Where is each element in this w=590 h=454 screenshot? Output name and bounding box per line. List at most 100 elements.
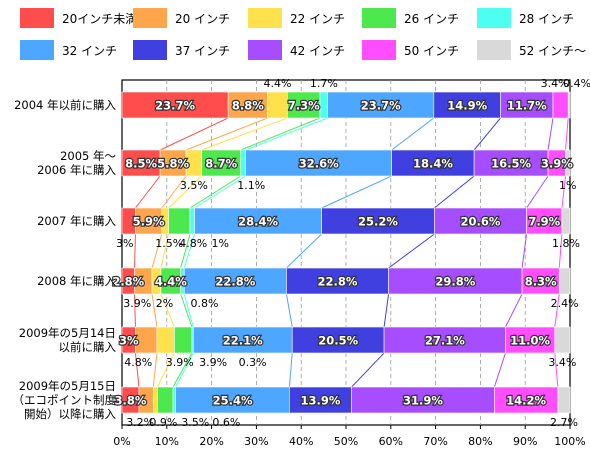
bar-segment [565,149,571,177]
legend-label: 52 インチ～ [519,44,586,58]
tick-label: 90% [513,435,537,448]
connector-line [172,352,193,388]
tick-label: 40% [289,435,313,448]
data-label: 2% [156,297,173,310]
connector-line [240,117,321,151]
connector-line [151,233,163,269]
legend-label: 37 インチ [175,44,230,58]
data-label: 4.4% [263,77,291,90]
connector-line [185,117,268,151]
connector-line [135,175,161,209]
tick-label: 70% [423,435,447,448]
legend-swatch [477,40,511,60]
data-label: 7.3% [288,99,320,113]
bar-segment [558,267,571,295]
data-label: 29.8% [435,275,475,289]
connector-line [160,293,175,328]
data-label: 25.2% [358,215,398,229]
legend-swatch [362,40,396,60]
bar-segment [319,91,328,119]
bar-segment [433,91,501,119]
tick-label: 0% [113,435,130,448]
legend-label: 42 インチ [290,44,345,58]
legend-swatch [248,40,282,60]
legend-item: 26 インチ [362,8,459,28]
bar-segment [194,207,322,235]
legend-swatch [20,40,54,60]
bar-segment [153,386,158,414]
bar-segment [135,326,158,354]
bar-segment [240,149,246,177]
data-label: 1.1% [237,179,265,192]
bar-segment [291,326,385,354]
data-label: 0.3% [239,356,267,369]
data-label: 3.4% [541,77,569,90]
connector-line [285,293,293,328]
connector-line [351,352,385,388]
data-label: 3.9% [166,356,194,369]
bar-segment [172,386,177,414]
connector-line [183,233,195,269]
data-label: 13.9% [301,394,341,408]
bar-segment [473,149,549,177]
data-label: 3.9% [541,157,573,171]
category-label: 2006 年に購入 [37,163,116,177]
legend-label: 22 インチ [290,12,345,26]
data-label: 1.8% [552,237,580,250]
connector-line [156,352,175,388]
legend-label: 28 インチ [519,12,574,26]
data-label: 22.1% [223,334,263,348]
data-label: 16.5% [491,157,531,171]
bar-segment [500,91,554,119]
category-label: （エコポイント制度 [13,393,117,407]
connector-line [183,293,194,328]
bar-segment [567,91,571,119]
tick-label: 80% [468,435,492,448]
legend-label: 32 インチ [62,44,117,58]
data-label: 1.5% [155,237,183,250]
data-label: 3% [116,237,133,250]
connector-line [194,175,246,209]
connector-line [152,352,158,388]
data-label: 11.0% [510,334,550,348]
gridlines [166,80,526,425]
data-label: 31.9% [403,394,443,408]
bar-segment [157,386,174,414]
data-label: 3.5% [180,179,208,192]
data-label: 1% [559,179,576,192]
data-label: 0.8% [191,297,219,310]
bar-segment [192,326,293,354]
connector-line [168,175,203,209]
data-label: 11.7% [507,99,547,113]
data-label: 4.4% [155,275,187,289]
legend-item: 20インチ未満 [20,8,137,28]
category-label: 以前に購入 [59,340,117,354]
data-label: 1.7% [310,77,338,90]
legend-swatch [477,8,511,28]
bar-segment [121,91,229,119]
legend-item: 42 インチ [248,40,345,60]
legend-label: 26 インチ [404,12,459,26]
data-label: 5.9% [133,215,165,229]
bar-segment [561,207,571,235]
legend: 20インチ未満 20 インチ 22 インチ 26 インチ 28 インチ 32 インチ 37 … [20,8,586,60]
connector-line [180,293,193,328]
data-label: 23.7% [361,99,401,113]
bar-segment [327,91,435,119]
connector-line [526,175,549,209]
category-label: 開始）以降に購入 [24,407,116,421]
connector-line [505,293,523,328]
legend-item: 37 インチ [133,40,230,60]
bar-segment [286,267,389,295]
bar-segment [494,386,559,414]
category-label: 2009年の5月15日 [19,379,116,393]
data-label: 8.3% [525,275,557,289]
bar-segment [351,386,495,414]
bar-segment [557,386,571,414]
data-label: 5.8% [157,157,189,171]
connector-line [201,117,288,151]
data-label: 4.8% [179,237,207,250]
bar-segment [189,207,195,235]
data-label: 0.6% [212,416,240,429]
bar-segment [383,326,506,354]
